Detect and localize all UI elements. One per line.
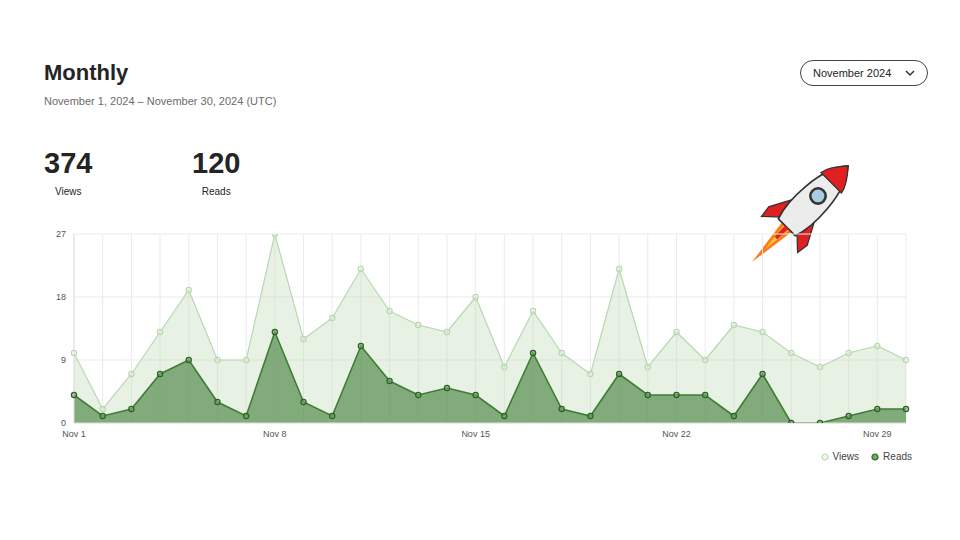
html-text:Views: Views — [832, 451, 860, 462]
html-text:November 2024: November 2024 — [813, 67, 892, 79]
svg-text:27: 27 — [56, 229, 66, 239]
svg-text:Nov 8: Nov 8 — [263, 429, 287, 439]
html-text:374: 374 — [44, 147, 93, 179]
svg-text:18: 18 — [56, 292, 66, 302]
svg-text:Nov 15: Nov 15 — [461, 429, 490, 439]
html-text:Monthly: Monthly — [44, 60, 129, 85]
svg-text:Nov 29: Nov 29 — [863, 429, 892, 439]
html-text:120: 120 — [192, 147, 241, 179]
svg-text:9: 9 — [61, 355, 66, 365]
html-text:Reads: Reads — [201, 186, 231, 197]
svg-text:Nov 1: Nov 1 — [62, 429, 86, 439]
html-text:November 1, 2024 – November 30: November 1, 2024 – November 30, 2024 (UT… — [44, 95, 277, 107]
svg-text:0: 0 — [61, 418, 66, 428]
html-text:Reads: Reads — [883, 451, 912, 462]
html-text:Views: Views — [54, 186, 82, 197]
svg-text:Nov 22: Nov 22 — [662, 429, 691, 439]
